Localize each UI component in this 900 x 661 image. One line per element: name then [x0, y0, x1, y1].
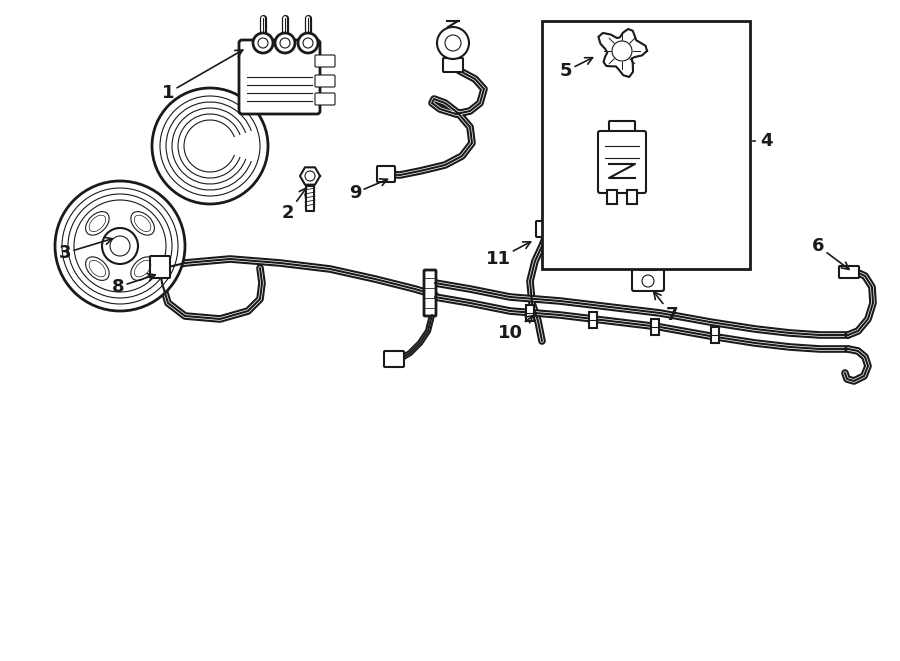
FancyBboxPatch shape — [609, 121, 635, 135]
Polygon shape — [300, 167, 320, 184]
FancyBboxPatch shape — [239, 40, 320, 114]
FancyBboxPatch shape — [424, 270, 436, 316]
Text: 10: 10 — [498, 315, 533, 342]
FancyBboxPatch shape — [632, 267, 664, 291]
Bar — [589, 312, 597, 328]
Ellipse shape — [130, 257, 155, 280]
FancyBboxPatch shape — [150, 256, 170, 278]
Bar — [542, 21, 750, 269]
Text: 11: 11 — [485, 242, 531, 268]
Circle shape — [275, 33, 295, 53]
FancyBboxPatch shape — [443, 58, 463, 72]
Circle shape — [642, 275, 654, 287]
Text: 9: 9 — [349, 179, 387, 202]
Ellipse shape — [86, 212, 109, 235]
FancyBboxPatch shape — [315, 93, 335, 105]
Bar — [627, 190, 637, 204]
Circle shape — [102, 228, 138, 264]
Text: 4: 4 — [760, 132, 772, 150]
FancyBboxPatch shape — [839, 266, 859, 278]
FancyBboxPatch shape — [384, 351, 404, 367]
Circle shape — [298, 33, 318, 53]
Circle shape — [55, 181, 185, 311]
Bar — [711, 327, 719, 343]
Text: 6: 6 — [812, 237, 850, 270]
Text: 5: 5 — [560, 58, 592, 80]
Circle shape — [437, 27, 469, 59]
FancyBboxPatch shape — [315, 75, 335, 87]
Ellipse shape — [86, 257, 109, 280]
Text: 8: 8 — [112, 274, 156, 296]
Text: 2: 2 — [282, 188, 306, 222]
Bar — [651, 319, 659, 335]
FancyBboxPatch shape — [639, 254, 657, 270]
Text: 3: 3 — [58, 237, 112, 262]
Polygon shape — [306, 186, 314, 211]
Circle shape — [253, 33, 273, 53]
FancyBboxPatch shape — [377, 166, 395, 182]
Circle shape — [152, 88, 268, 204]
Polygon shape — [598, 29, 647, 77]
Circle shape — [445, 35, 461, 51]
Ellipse shape — [130, 212, 155, 235]
FancyBboxPatch shape — [536, 221, 556, 237]
Text: 1: 1 — [162, 50, 243, 102]
FancyBboxPatch shape — [598, 131, 646, 193]
FancyBboxPatch shape — [315, 55, 335, 67]
Bar — [607, 190, 617, 204]
Bar — [526, 305, 534, 321]
Text: 7: 7 — [653, 292, 679, 324]
